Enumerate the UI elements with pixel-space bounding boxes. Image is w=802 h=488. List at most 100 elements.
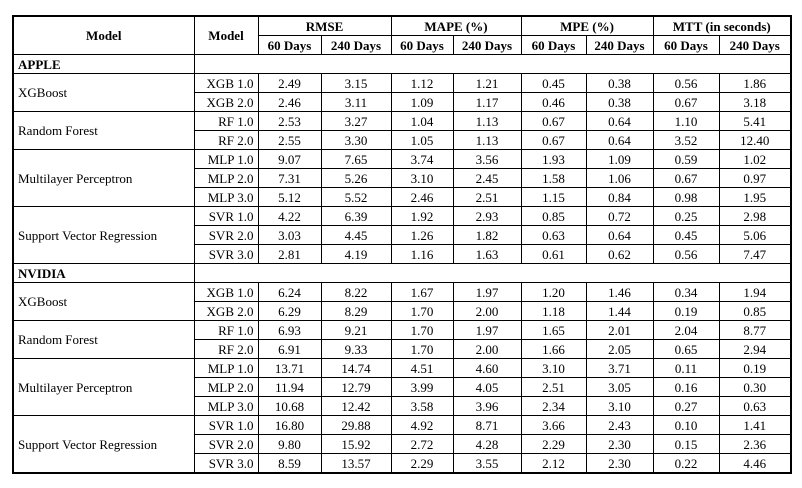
data-row: MLP 3.0 10.68 12.42 3.58 3.96 2.34 3.10 0.27 0.6… [13,396,792,416]
value-cell: 0.38 [585,92,654,112]
value-cell: 1.82 [452,225,522,245]
value-cell: 6.91 [257,339,322,359]
value-cell: 8.22 [320,282,392,302]
value-cell: 2.36 [718,434,792,454]
value-cell: 0.16 [652,377,720,397]
value-cell: 0.61 [520,244,587,264]
value-cell: 2.01 [585,320,654,340]
value-cell: 1.05 [390,130,454,150]
value-cell: 1.20 [520,282,587,302]
header-cell: Model [12,15,195,55]
value-cell: 3.96 [452,396,522,416]
value-cell: 2.46 [257,92,322,112]
value-cell: 0.25 [652,206,720,226]
model-name: Random Forest [12,320,195,359]
model-name: XGBoost [12,282,195,321]
value-cell: 0.84 [585,187,654,207]
value-cell: 2.94 [718,339,792,359]
section-label: NVIDIA [12,263,195,283]
value-cell: 1.16 [390,244,454,264]
value-cell: 1.13 [452,111,522,131]
value-cell: 16.80 [257,415,322,435]
value-cell: 3.15 [320,73,392,93]
value-cell: 0.56 [652,73,720,93]
value-cell: 0.46 [520,92,587,112]
value-cell: 1.26 [390,225,454,245]
variant-name: RF 1.0 [193,320,259,340]
value-cell: 2.00 [452,339,522,359]
value-cell: 0.56 [652,244,720,264]
value-cell: 1.09 [390,92,454,112]
value-cell: 12.42 [320,396,392,416]
variant-name: XGB 1.0 [193,282,259,302]
value-cell: 0.19 [718,358,792,378]
variant-name: SVR 1.0 [193,415,259,435]
value-cell: 0.27 [652,396,720,416]
model-name: Support Vector Regression [12,415,195,474]
value-cell: 8.59 [257,453,322,474]
header-cell: RMSE [257,15,392,36]
value-cell: 3.10 [390,168,454,188]
value-cell: 1.02 [718,149,792,169]
header-row: 60 Days 240 Days 60 Days 240 Days 60 Days 240… [13,35,792,55]
value-cell: 7.47 [718,244,792,264]
value-cell: 4.46 [718,453,792,474]
value-cell: 2.81 [257,244,322,264]
value-cell: 1.12 [390,73,454,93]
variant-name: XGB 2.0 [193,92,259,112]
variant-name: XGB 1.0 [193,73,259,93]
value-cell: 1.70 [390,339,454,359]
value-cell: 0.85 [520,206,587,226]
variant-name: XGB 2.0 [193,301,259,321]
value-cell: 29.88 [320,415,392,435]
value-cell: 5.06 [718,225,792,245]
value-cell: 8.71 [452,415,522,435]
data-row: RF 2.0 6.91 9.33 1.70 2.00 1.66 2.05 0.65 2.94 [13,339,792,359]
value-cell: 2.05 [585,339,654,359]
model-name: Random Forest [12,111,195,150]
value-cell: 1.92 [390,206,454,226]
value-cell: 3.56 [452,149,522,169]
model-name: XGBoost [12,73,195,112]
value-cell: 0.30 [718,377,792,397]
variant-name: SVR 3.0 [193,453,259,474]
value-cell: 3.66 [520,415,587,435]
value-cell: 0.45 [652,225,720,245]
value-cell: 0.65 [652,339,720,359]
value-cell: 2.04 [652,320,720,340]
value-cell: 5.41 [718,111,792,131]
value-cell: 4.19 [320,244,392,264]
value-cell: 1.97 [452,282,522,302]
value-cell: 2.29 [520,434,587,454]
empty-cell [193,54,792,74]
data-row: Multilayer Perceptron MLP 1.0 9.07 7.65 3.74… [12,149,792,207]
variant-name: RF 2.0 [193,339,259,359]
value-cell: 0.10 [652,415,720,435]
value-cell: 5.12 [257,187,322,207]
value-cell: 5.26 [320,168,392,188]
data-row: Support Vector Regression SVR 1.0 16.80 29.… [12,415,792,474]
variant-name: SVR 3.0 [193,244,259,264]
value-cell: 13.71 [257,358,322,378]
header-cell: MTT (in seconds) [652,15,792,36]
value-cell: 3.10 [585,396,654,416]
value-cell: 3.99 [390,377,454,397]
section-label: APPLE [12,54,195,74]
value-cell: 12.40 [718,130,792,150]
value-cell: 1.93 [520,149,587,169]
value-cell: 1.86 [718,73,792,93]
value-cell: 2.30 [585,453,654,474]
model-name: Multilayer Perceptron [12,149,195,207]
value-cell: 3.11 [320,92,392,112]
value-cell: 6.93 [257,320,322,340]
value-cell: 0.64 [585,130,654,150]
header-cell: 60 Days [520,35,587,55]
value-cell: 3.03 [257,225,322,245]
value-cell: 2.00 [452,301,522,321]
value-cell: 0.34 [652,282,720,302]
header-cell: 240 Days [320,35,392,55]
table-header: Model Model RMSE MAPE (%) MPE (%) MTT (i… [12,15,792,55]
value-cell: 0.62 [585,244,654,264]
value-cell: 0.67 [520,111,587,131]
